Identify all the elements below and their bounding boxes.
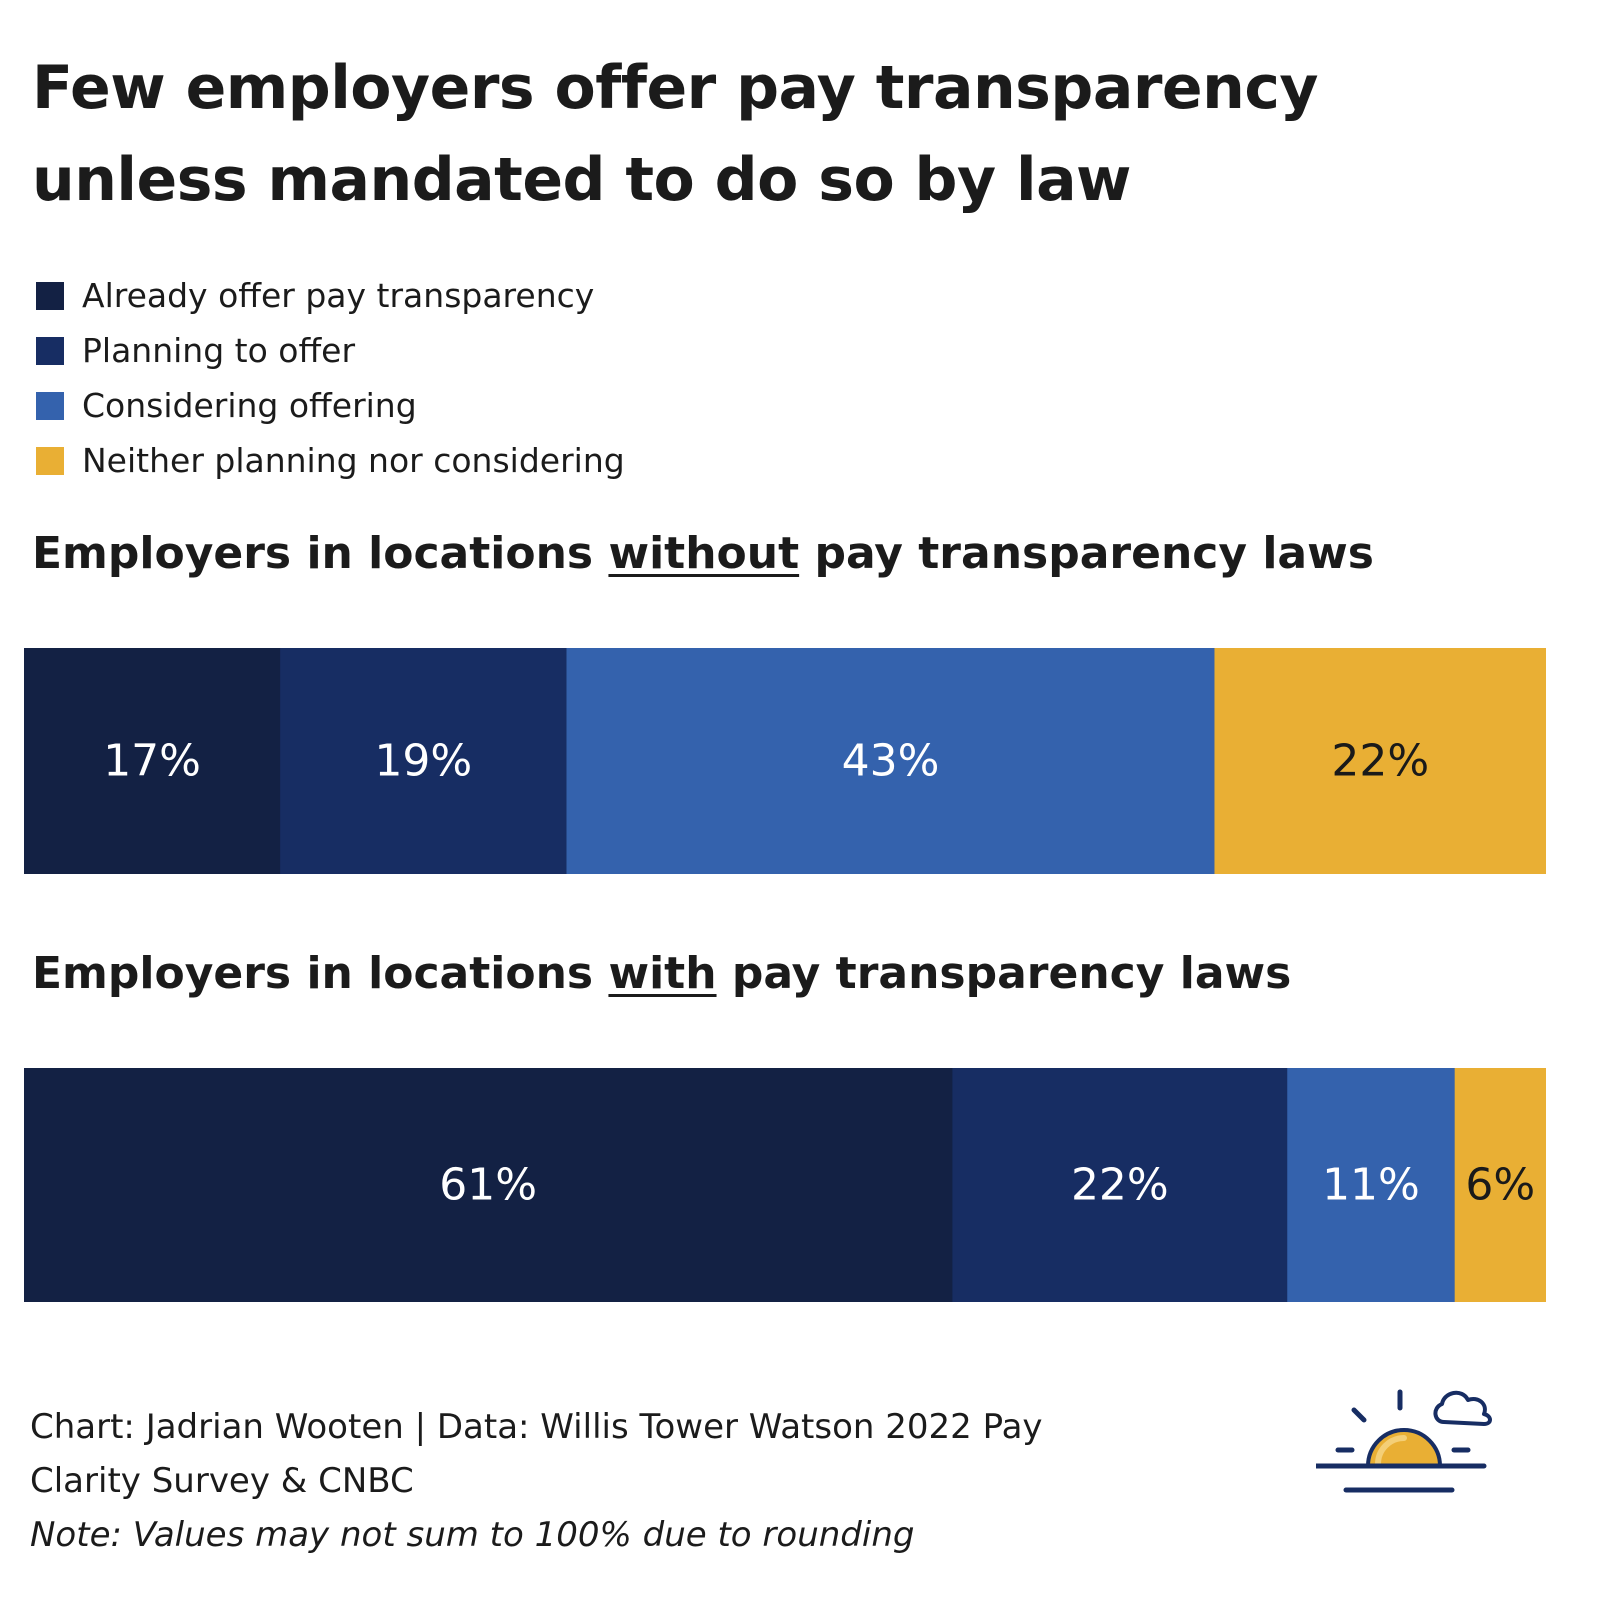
group-title-with-emphasis: with [608,948,717,999]
legend-label-already-offer: Already offer pay transparency [82,276,595,315]
group-title-without-prefix: Employers in locations [32,528,609,579]
sunrise-cloud-icon [1316,1389,1492,1493]
data-label-with-laws-considering: 11% [1322,1160,1420,1211]
stacked-bar-without-laws: 17% 19% 43% 22% [24,648,1546,874]
group-title-with-prefix: Employers in locations [32,948,609,999]
bar-segment-with-laws-planning [952,1068,1288,1302]
legend-label-neither: Neither planning nor considering [82,441,625,480]
data-label-without-laws-already-offer: 17% [103,736,201,787]
bar-segment-without-laws-considering [566,648,1215,874]
legend-label-considering: Considering offering [82,386,417,425]
legend-swatch-planning [36,336,64,365]
group-title-without-emphasis: without [608,528,800,579]
legend-item-neither: Neither planning nor considering [36,433,625,488]
credit-line-2: Clarity Survey & CNBC [30,1461,414,1501]
data-label-without-laws-planning: 19% [374,736,472,787]
bar-segment-without-laws-neither [1214,648,1546,874]
data-label-without-laws-considering: 43% [842,736,940,787]
legend-swatch-considering [36,391,64,420]
footer-note: Note: Values may not sum to 100% due to … [30,1515,915,1555]
data-label-with-laws-neither: 6% [1465,1160,1535,1211]
bar-segment-with-laws-already-offer [24,1068,953,1302]
credit-line-1: Chart: Jadrian Wooten | Data: Willis Tow… [30,1407,1043,1447]
data-label-with-laws-already-offer: 61% [439,1160,537,1211]
footer: Chart: Jadrian Wooten | Data: Willis Tow… [30,1400,1230,1562]
group-title-with: Employers in locations with pay transpar… [32,948,1291,999]
legend-item-considering: Considering offering [36,378,625,433]
group-title-without-suffix: pay transparency laws [799,528,1374,579]
bar-segment-without-laws-already-offer [24,648,281,874]
legend-label-planning: Planning to offer [82,331,356,370]
group-title-with-suffix: pay transparency laws [716,948,1292,999]
legend-swatch-already-offer [36,281,64,310]
legend-item-already-offer: Already offer pay transparency [36,268,625,323]
data-label-with-laws-planning: 22% [1071,1160,1169,1211]
legend-item-planning: Planning to offer [36,323,625,378]
bar-segment-with-laws-considering [1287,1068,1456,1302]
chart-title-line-1: Few employers offer pay transparency [32,53,1319,123]
stacked-bar-with-laws: 61% 22% 11% 6% [24,1068,1546,1302]
group-title-without: Employers in locations without pay trans… [32,528,1374,579]
bar-segment-with-laws-neither [1454,1068,1546,1302]
legend-swatch-neither [36,446,64,475]
chart-title: Few employers offer pay transparency unl… [32,42,1552,226]
legend: Already offer pay transparency Planning … [36,268,625,488]
data-label-without-laws-neither: 22% [1331,736,1429,787]
bar-segment-without-laws-planning [280,648,567,874]
chart-title-line-2: unless mandated to do so by law [32,145,1131,215]
